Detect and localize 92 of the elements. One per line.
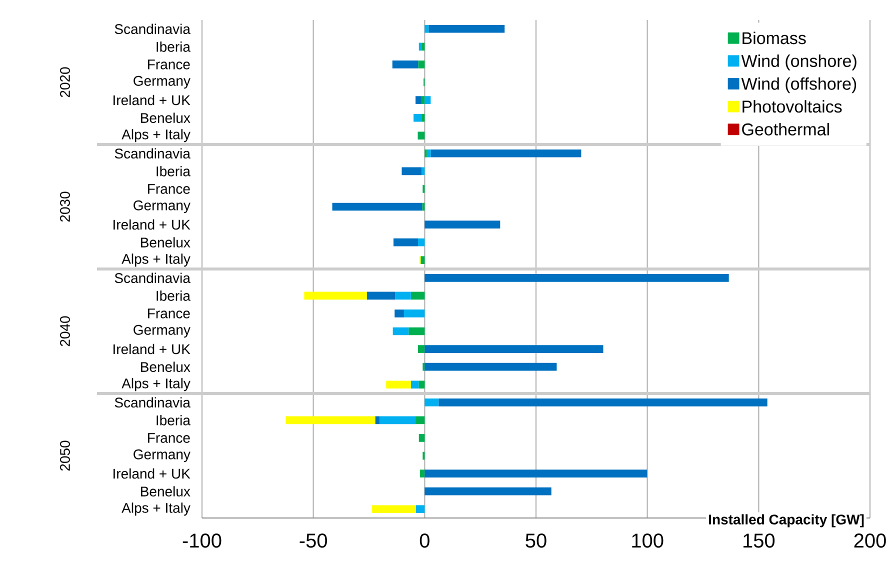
y-tick-label: Iberia (156, 290, 190, 301)
bar (422, 202, 425, 211)
bar (414, 114, 422, 122)
y-tick-label: Ireland + UK (114, 344, 190, 354)
bar (418, 60, 425, 68)
bar (418, 238, 425, 246)
y-tick-label: France (148, 308, 190, 318)
bar (424, 274, 729, 282)
bar (418, 380, 425, 389)
bar (424, 220, 500, 228)
bar (418, 434, 425, 442)
bar (420, 470, 425, 478)
bar (395, 292, 411, 300)
y-tick-label: Germany (134, 76, 190, 89)
bar (402, 167, 422, 176)
y-tick-label: Benelux (141, 486, 190, 496)
text: 2030 (60, 192, 70, 222)
bar (404, 310, 425, 318)
bar (424, 487, 552, 496)
y-tick-label: Benelux (141, 237, 190, 248)
y-tick-label: Germany (134, 200, 190, 214)
bar (392, 327, 409, 336)
bar (424, 345, 604, 353)
text: 2050 (60, 440, 70, 471)
bar (393, 238, 418, 246)
y-tick-label: Ireland + UK (114, 219, 190, 230)
y-tick-label: Alps + Italy (122, 254, 190, 267)
text: 2020 (60, 67, 70, 98)
y-tick-label: Iberia (156, 42, 190, 52)
bar (424, 470, 648, 478)
bar (416, 505, 425, 514)
legend-label: Photovoltaics (742, 100, 842, 113)
y-tick-label: Alps + Italy (122, 502, 190, 516)
text: 2040 (60, 316, 70, 346)
y-tick-label: Iberia (156, 166, 190, 176)
y-tick-label: Scandinavia (114, 148, 190, 159)
bar (408, 327, 425, 336)
bar (424, 398, 439, 406)
y-tick-label: Scandinavia (114, 24, 190, 34)
y-tick-label: France (148, 184, 190, 194)
bar (428, 24, 505, 33)
bar (438, 398, 768, 406)
bar (422, 96, 425, 104)
legend-label: Wind (onshore) (741, 54, 856, 70)
x-tick-label: -50 (300, 534, 327, 548)
bar (380, 416, 416, 424)
bar (420, 256, 425, 264)
bar (410, 380, 419, 389)
bar (418, 132, 425, 140)
y-tick-label: Ireland + UK (114, 94, 190, 106)
x-tick-label: 150 (744, 534, 775, 548)
y-tick-label: Alps + Italy (122, 378, 190, 392)
x-tick-label: 200 (854, 534, 886, 548)
y-tick-label: Germany (134, 324, 190, 338)
bar (426, 149, 431, 158)
bar (394, 310, 404, 318)
bar (304, 292, 367, 300)
bar (386, 380, 411, 389)
x-tick-label: -100 (182, 534, 222, 548)
bar (416, 416, 425, 424)
legend-label: Geothermal (742, 122, 829, 136)
bar (422, 167, 425, 176)
x-tick-label: 0 (420, 534, 430, 548)
bar (424, 24, 429, 33)
bar (286, 416, 376, 424)
y-tick-label: Scandinavia (114, 272, 190, 284)
legend-label: Wind (offshore) (741, 77, 856, 94)
x-tick-label: 100 (632, 534, 664, 548)
bar (375, 416, 380, 424)
bar (424, 96, 431, 104)
bar (418, 345, 425, 353)
bar (416, 96, 422, 104)
bar (418, 42, 422, 51)
y-tick-label: France (148, 433, 190, 443)
y-tick-label: Benelux (141, 112, 190, 123)
y-tick-label: France (148, 60, 190, 70)
y-tick-label: Germany (134, 449, 190, 462)
bar (332, 202, 422, 211)
y-tick-label: Alps + Italy (122, 129, 190, 142)
bar (410, 292, 425, 300)
y-tick-label: Benelux (141, 362, 190, 372)
bar (366, 292, 396, 300)
x-axis-title: Installed Capacity [GW] (709, 514, 864, 528)
y-tick-label: Ireland + UK (114, 468, 190, 479)
y-tick-label: Iberia (156, 415, 190, 426)
y-tick-label: Scandinavia (114, 397, 190, 408)
bar (424, 362, 557, 371)
x-tick-label: 50 (526, 534, 546, 548)
bar (430, 149, 582, 158)
bar (392, 60, 418, 68)
legend-label: Biomass (742, 32, 806, 44)
bar (372, 505, 416, 514)
